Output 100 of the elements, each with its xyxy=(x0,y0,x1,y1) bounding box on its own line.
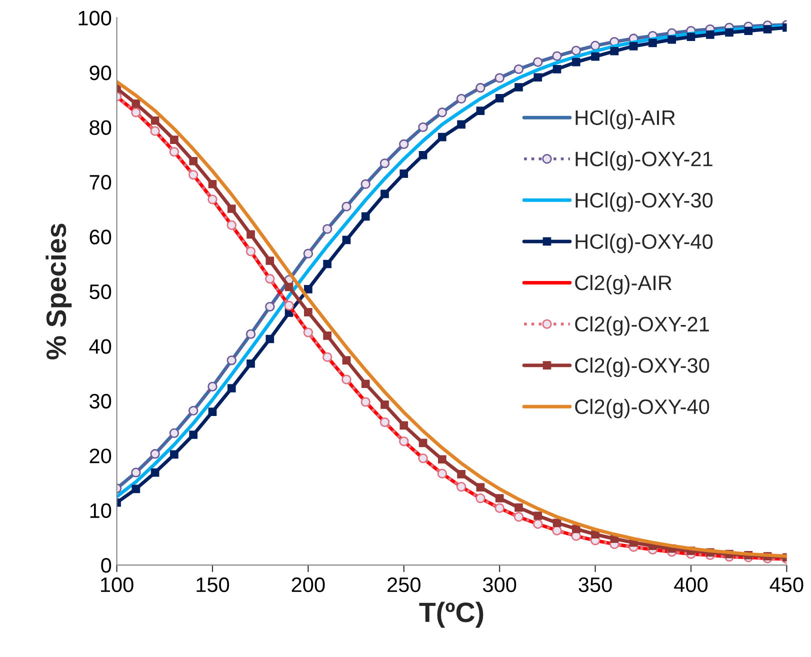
y-tick-label: 50 xyxy=(90,284,112,300)
point xyxy=(132,99,140,108)
point xyxy=(380,400,389,409)
point xyxy=(514,83,523,92)
point xyxy=(763,25,772,34)
point xyxy=(668,35,676,44)
y-tick-label: 100 xyxy=(78,10,112,26)
point xyxy=(189,156,198,166)
point xyxy=(552,526,562,536)
point xyxy=(744,26,753,36)
legend-label: HCl(g)-OXY-21 xyxy=(576,151,712,170)
point xyxy=(303,248,314,258)
point xyxy=(380,417,390,428)
point xyxy=(591,52,600,61)
point xyxy=(476,483,485,492)
point xyxy=(380,190,389,198)
point xyxy=(227,384,236,392)
point xyxy=(342,356,351,365)
y-tick-label: 20 xyxy=(90,448,112,464)
point xyxy=(629,42,638,50)
point xyxy=(150,116,160,125)
point xyxy=(188,170,198,180)
point xyxy=(169,146,180,157)
legend-label: HCl(g)-AIR xyxy=(576,110,675,130)
x-tick-label: 450 xyxy=(770,577,804,592)
point xyxy=(169,428,180,438)
point xyxy=(476,106,485,115)
legend-label: Cl2(g)-OXY-40 xyxy=(575,398,710,418)
point xyxy=(246,230,255,239)
point xyxy=(322,224,332,234)
point xyxy=(227,204,236,213)
point xyxy=(514,503,523,512)
point xyxy=(226,355,236,366)
point xyxy=(208,408,217,416)
point xyxy=(322,352,332,362)
point xyxy=(418,122,428,132)
point xyxy=(246,246,256,256)
point xyxy=(361,380,370,388)
legend-label: HCl(g)-OXY-30 xyxy=(576,192,713,212)
point xyxy=(552,65,562,74)
point xyxy=(495,94,504,102)
point xyxy=(725,28,734,37)
point xyxy=(342,236,351,244)
point xyxy=(360,397,370,407)
point xyxy=(532,519,543,529)
point xyxy=(457,120,466,129)
point xyxy=(380,158,390,168)
point xyxy=(303,328,314,338)
point xyxy=(131,108,141,118)
point xyxy=(514,512,524,522)
point xyxy=(189,430,198,439)
y-tick-label: 90 xyxy=(90,65,112,80)
point xyxy=(552,51,562,61)
point xyxy=(266,256,274,265)
point xyxy=(265,302,275,312)
point xyxy=(495,494,504,502)
point xyxy=(265,274,275,284)
point xyxy=(438,132,446,142)
point xyxy=(476,82,486,93)
x-tick-label: 250 xyxy=(388,577,420,592)
point xyxy=(532,57,543,67)
point xyxy=(150,126,160,136)
point xyxy=(323,332,332,340)
point xyxy=(534,73,542,82)
point xyxy=(188,406,198,416)
point xyxy=(208,194,218,204)
point xyxy=(648,38,657,48)
point xyxy=(552,518,562,528)
point xyxy=(456,94,466,104)
x-tick-label: 350 xyxy=(578,577,612,592)
point xyxy=(170,450,178,459)
point xyxy=(284,300,294,310)
point xyxy=(208,180,217,188)
point xyxy=(361,212,370,221)
x-axis-title: T(ºC) xyxy=(419,602,484,628)
point xyxy=(304,285,312,294)
point xyxy=(418,150,428,160)
point xyxy=(342,374,352,384)
point xyxy=(534,512,542,520)
y-tick-label: 40 xyxy=(89,339,112,354)
x-tick-label: 200 xyxy=(292,577,325,592)
point xyxy=(572,524,580,534)
point xyxy=(494,503,504,513)
point xyxy=(610,46,619,56)
point xyxy=(323,260,332,268)
point xyxy=(571,46,581,56)
legend-label: HCl(g)-OXY-40 xyxy=(576,234,713,254)
point xyxy=(170,136,178,144)
point xyxy=(591,530,600,539)
point xyxy=(400,170,408,178)
legend-label: Cl2(g)-AIR xyxy=(575,274,672,294)
point xyxy=(304,308,312,316)
y-axis-title: % Species xyxy=(46,224,72,360)
point xyxy=(132,484,140,494)
point xyxy=(438,455,446,464)
point xyxy=(360,179,370,189)
legend-label: Cl2(g)-OXY-21 xyxy=(575,316,709,336)
point xyxy=(418,453,428,464)
point xyxy=(686,32,696,42)
y-tick-label: 10 xyxy=(90,503,112,518)
